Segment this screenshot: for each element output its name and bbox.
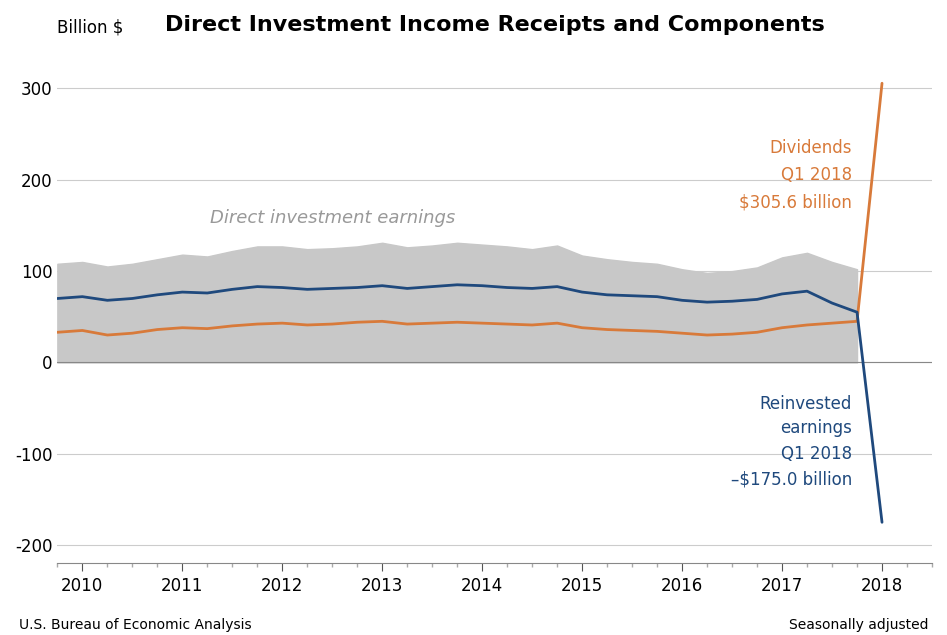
Text: Dividends: Dividends [770,139,852,157]
Text: –$175.0 billion: –$175.0 billion [731,471,852,488]
Text: Q1 2018: Q1 2018 [781,444,852,463]
Text: U.S. Bureau of Economic Analysis: U.S. Bureau of Economic Analysis [19,618,252,632]
Text: Billion $: Billion $ [58,18,124,36]
Text: earnings: earnings [780,419,852,438]
Text: $305.6 billion: $305.6 billion [740,194,852,211]
Text: Seasonally adjusted: Seasonally adjusted [789,618,928,632]
Text: Reinvested: Reinvested [759,394,852,413]
Title: Direct Investment Income Receipts and Components: Direct Investment Income Receipts and Co… [165,15,825,35]
Text: Direct investment earnings: Direct investment earnings [209,209,455,227]
Text: Q1 2018: Q1 2018 [781,166,852,184]
